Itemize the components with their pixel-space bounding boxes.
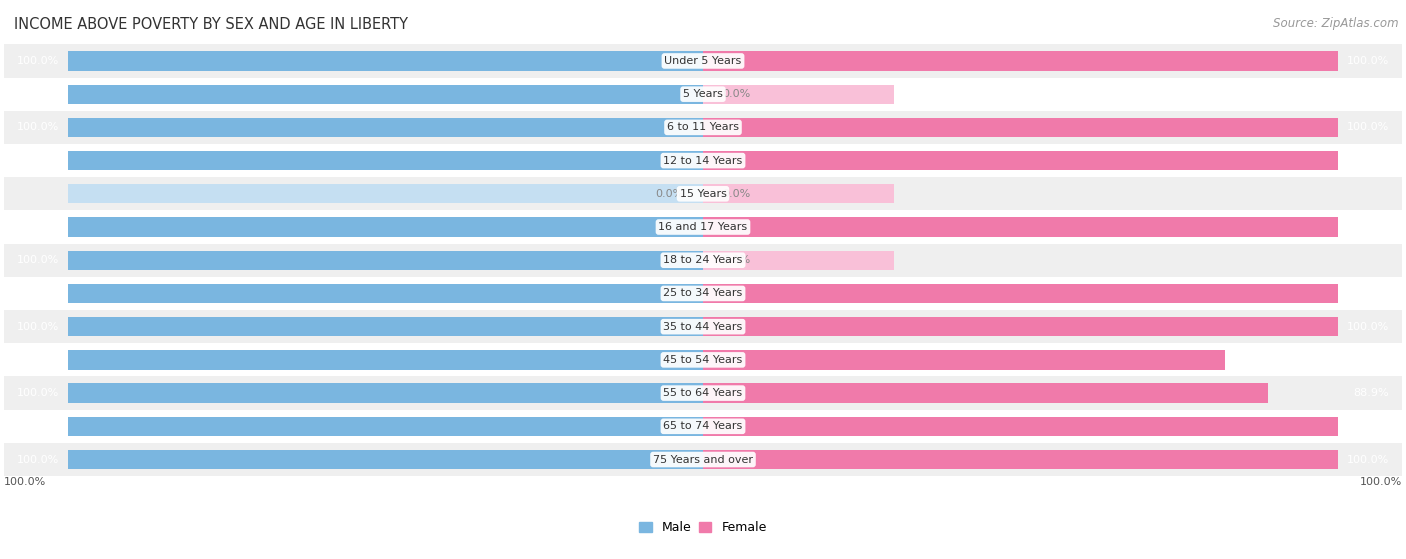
Bar bbox=[703, 217, 1339, 236]
Text: Under 5 Years: Under 5 Years bbox=[665, 56, 741, 66]
Text: Source: ZipAtlas.com: Source: ZipAtlas.com bbox=[1274, 17, 1399, 30]
Bar bbox=[4, 376, 1402, 410]
Text: 100.0%: 100.0% bbox=[1347, 288, 1389, 299]
Text: 100.0%: 100.0% bbox=[1347, 321, 1389, 331]
Bar bbox=[67, 317, 703, 337]
Bar bbox=[67, 151, 703, 170]
Text: 0.0%: 0.0% bbox=[655, 189, 683, 199]
Text: 100.0%: 100.0% bbox=[17, 56, 59, 66]
Text: 16 and 17 Years: 16 and 17 Years bbox=[658, 222, 748, 232]
Text: 100.0%: 100.0% bbox=[17, 321, 59, 331]
Bar bbox=[703, 350, 1225, 369]
Text: 100.0%: 100.0% bbox=[1347, 122, 1389, 132]
Bar bbox=[67, 184, 703, 203]
Text: 0.0%: 0.0% bbox=[723, 255, 751, 265]
Bar bbox=[703, 151, 1339, 170]
Bar bbox=[703, 284, 1339, 303]
Bar bbox=[703, 416, 1339, 436]
Text: 65 to 74 Years: 65 to 74 Years bbox=[664, 421, 742, 432]
Text: 100.0%: 100.0% bbox=[1347, 155, 1389, 165]
Text: 100.0%: 100.0% bbox=[17, 288, 59, 299]
Bar bbox=[4, 310, 1402, 343]
Text: 100.0%: 100.0% bbox=[17, 388, 59, 398]
Text: 0.0%: 0.0% bbox=[723, 189, 751, 199]
Text: 35 to 44 Years: 35 to 44 Years bbox=[664, 321, 742, 331]
Bar bbox=[67, 51, 703, 70]
Text: 100.0%: 100.0% bbox=[1347, 421, 1389, 432]
Bar bbox=[67, 118, 703, 137]
Bar bbox=[4, 443, 1402, 476]
Bar bbox=[67, 250, 703, 270]
Text: 100.0%: 100.0% bbox=[17, 155, 59, 165]
Bar bbox=[67, 416, 703, 436]
Text: 55 to 64 Years: 55 to 64 Years bbox=[664, 388, 742, 398]
Bar bbox=[67, 383, 703, 402]
Text: 88.9%: 88.9% bbox=[1354, 388, 1389, 398]
Bar bbox=[4, 210, 1402, 244]
Bar bbox=[67, 350, 703, 369]
Legend: Male, Female: Male, Female bbox=[640, 522, 766, 534]
Text: INCOME ABOVE POVERTY BY SEX AND AGE IN LIBERTY: INCOME ABOVE POVERTY BY SEX AND AGE IN L… bbox=[14, 17, 408, 32]
Bar bbox=[4, 410, 1402, 443]
Text: 100.0%: 100.0% bbox=[1347, 56, 1389, 66]
Text: 100.0%: 100.0% bbox=[1360, 477, 1402, 487]
Bar bbox=[67, 450, 703, 469]
Text: 100.0%: 100.0% bbox=[1347, 222, 1389, 232]
Bar bbox=[4, 111, 1402, 144]
Text: 45 to 54 Years: 45 to 54 Years bbox=[664, 355, 742, 365]
Bar bbox=[4, 44, 1402, 78]
Bar bbox=[67, 284, 703, 303]
Text: 100.0%: 100.0% bbox=[1347, 454, 1389, 465]
Bar bbox=[703, 51, 1339, 70]
Bar bbox=[4, 277, 1402, 310]
Bar bbox=[703, 383, 1268, 402]
Text: 18 to 24 Years: 18 to 24 Years bbox=[664, 255, 742, 265]
Bar bbox=[67, 217, 703, 236]
Text: 12 to 14 Years: 12 to 14 Years bbox=[664, 155, 742, 165]
Bar bbox=[67, 84, 703, 104]
Text: 100.0%: 100.0% bbox=[17, 89, 59, 99]
Text: 15 Years: 15 Years bbox=[679, 189, 727, 199]
Text: 100.0%: 100.0% bbox=[17, 355, 59, 365]
Text: 100.0%: 100.0% bbox=[4, 477, 46, 487]
Text: 82.1%: 82.1% bbox=[1354, 355, 1389, 365]
Text: 25 to 34 Years: 25 to 34 Years bbox=[664, 288, 742, 299]
Text: 100.0%: 100.0% bbox=[17, 222, 59, 232]
Text: 100.0%: 100.0% bbox=[17, 454, 59, 465]
Text: 5 Years: 5 Years bbox=[683, 89, 723, 99]
Bar bbox=[703, 84, 894, 104]
Text: 75 Years and over: 75 Years and over bbox=[652, 454, 754, 465]
Bar bbox=[703, 317, 1339, 337]
Bar bbox=[703, 184, 894, 203]
Text: 0.0%: 0.0% bbox=[723, 89, 751, 99]
Bar bbox=[4, 343, 1402, 376]
Text: 6 to 11 Years: 6 to 11 Years bbox=[666, 122, 740, 132]
Text: 100.0%: 100.0% bbox=[17, 421, 59, 432]
Bar bbox=[4, 78, 1402, 111]
Text: 100.0%: 100.0% bbox=[17, 255, 59, 265]
Bar bbox=[4, 144, 1402, 177]
Bar bbox=[703, 450, 1339, 469]
Bar bbox=[703, 250, 894, 270]
Bar bbox=[4, 244, 1402, 277]
Bar bbox=[703, 118, 1339, 137]
Bar bbox=[4, 177, 1402, 210]
Text: 100.0%: 100.0% bbox=[17, 122, 59, 132]
